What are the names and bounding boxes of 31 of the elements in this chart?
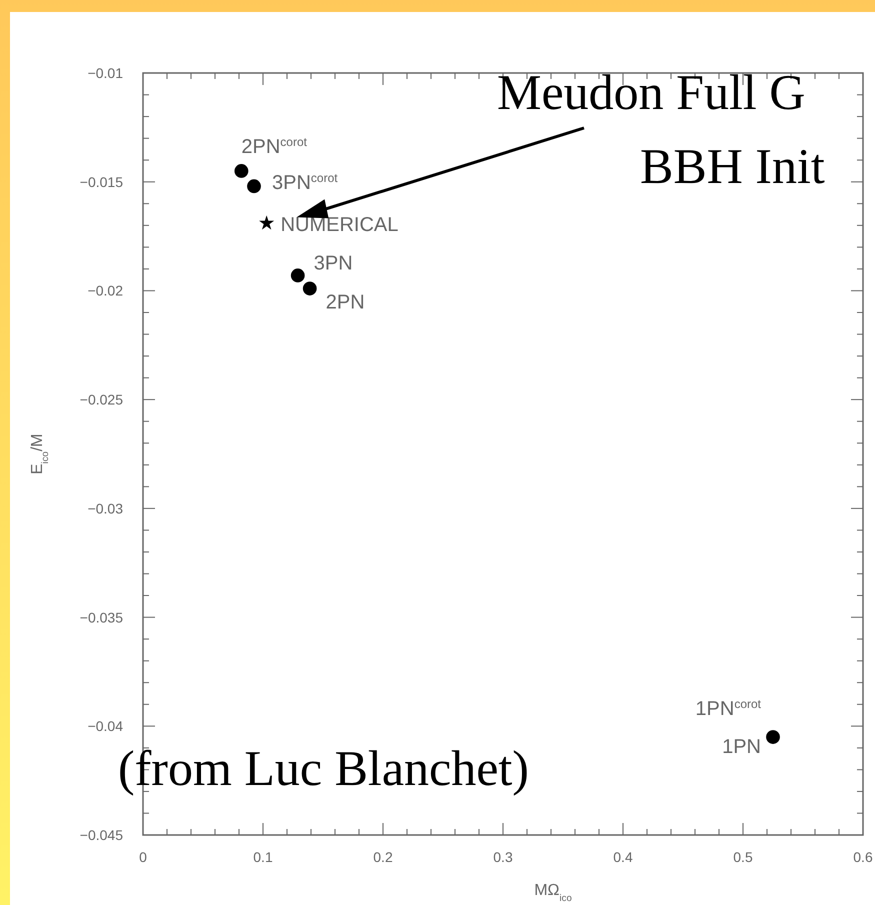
annotation: BBH Init xyxy=(640,138,825,194)
y-tick-label: −0.025 xyxy=(80,392,124,408)
point xyxy=(247,179,261,194)
point xyxy=(302,282,317,296)
y-tick-label: −0.045 xyxy=(80,827,124,843)
x-tick-label: 0.2 xyxy=(373,849,393,865)
x-tick-label: 0.4 xyxy=(613,849,633,865)
y-tick-label: −0.015 xyxy=(80,174,124,190)
point xyxy=(234,164,248,178)
x-axis-title: MΩ$_{ico}$ xyxy=(534,882,572,904)
annotation: NUMERICAL xyxy=(280,214,398,236)
y-tick-label: −0.04 xyxy=(88,718,124,734)
point xyxy=(766,730,780,744)
x-tick-label: 0.1 xyxy=(253,849,273,865)
annotation: Meudon Full G xyxy=(497,64,806,120)
annotation: 1PN$^{corot}$ xyxy=(695,697,762,720)
annotation: 3PN xyxy=(314,252,353,274)
y-tick-label: −0.01 xyxy=(88,65,124,81)
point xyxy=(290,268,305,282)
x-tick-label: 0.3 xyxy=(493,849,513,865)
x-tick-label: 0.5 xyxy=(733,849,753,865)
annotation: 3PN$^{corot}$ xyxy=(272,171,338,194)
x-tick-label: 0.6 xyxy=(853,849,873,865)
y-tick-label: −0.03 xyxy=(88,500,124,516)
annotation: 2PN$^{corot}$ xyxy=(241,134,308,158)
y-tick-label: −0.035 xyxy=(80,609,124,626)
y-tick-label: −0.02 xyxy=(88,282,124,299)
annotation: 1PN xyxy=(722,736,761,758)
point xyxy=(259,215,274,230)
x-tick-label: 0 xyxy=(139,849,148,865)
annotation: 2PN xyxy=(326,292,365,314)
